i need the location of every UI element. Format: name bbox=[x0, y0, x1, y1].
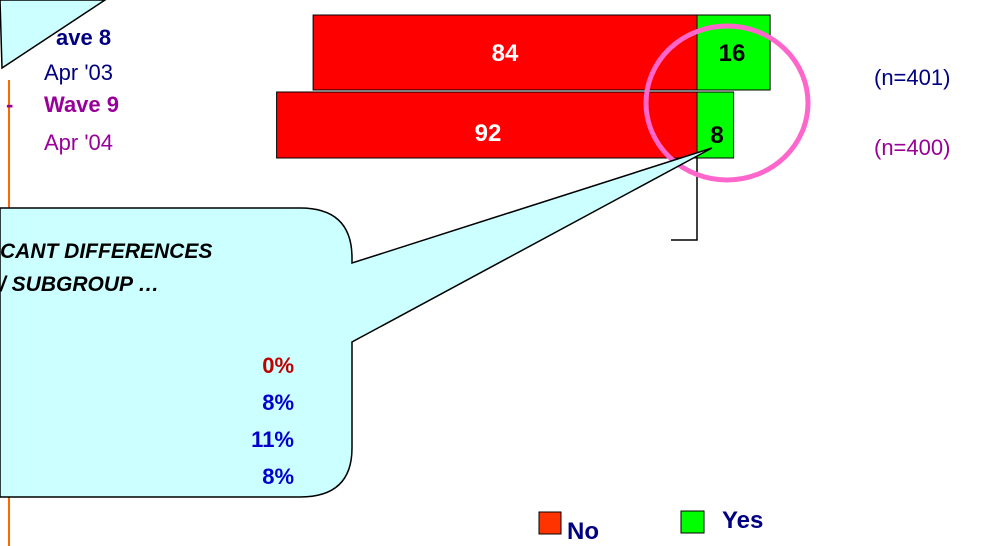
callout-value-2: 8% bbox=[262, 390, 294, 415]
legend-no-label: No bbox=[567, 518, 599, 545]
wave8-label: ave 8 bbox=[56, 25, 112, 50]
callout-value-1: 0% bbox=[262, 353, 294, 378]
callout-value-4: 8% bbox=[262, 464, 294, 489]
wave8-n-label: (n=401) bbox=[874, 65, 951, 90]
wave9-date: Apr '04 bbox=[44, 130, 114, 155]
bar-no-wave9 bbox=[276, 91, 698, 159]
highlight-circle bbox=[643, 23, 811, 183]
bar-yes-wave8-label: 16 bbox=[718, 40, 746, 67]
bar-no-wave9-label: 92 bbox=[474, 120, 502, 147]
bar-no-wave8 bbox=[312, 14, 698, 91]
callout-line2: / SUBGROUP … bbox=[0, 273, 160, 296]
bar-no-wave8-label: 84 bbox=[491, 40, 519, 67]
wave9-label: Wave 9 bbox=[44, 92, 120, 117]
wave9-dash: - bbox=[6, 92, 14, 117]
bar-yes-wave9 bbox=[696, 91, 735, 159]
top-callout-bubble bbox=[0, 0, 107, 70]
wave8-date: Apr '03 bbox=[44, 60, 114, 85]
legend-no-swatch bbox=[538, 511, 562, 535]
legend-yes-label: Yes bbox=[722, 507, 764, 534]
legend-yes-swatch bbox=[680, 510, 705, 534]
callout-value-3: 11% bbox=[251, 427, 294, 452]
subgroup-callout-bubble bbox=[0, 147, 713, 498]
callout-line1: CANT DIFFERENCES bbox=[0, 240, 213, 263]
wave9-n-label: (n=400) bbox=[874, 135, 951, 160]
bar-yes-wave9-label: 8 bbox=[710, 122, 724, 149]
bracket-line bbox=[671, 158, 698, 241]
